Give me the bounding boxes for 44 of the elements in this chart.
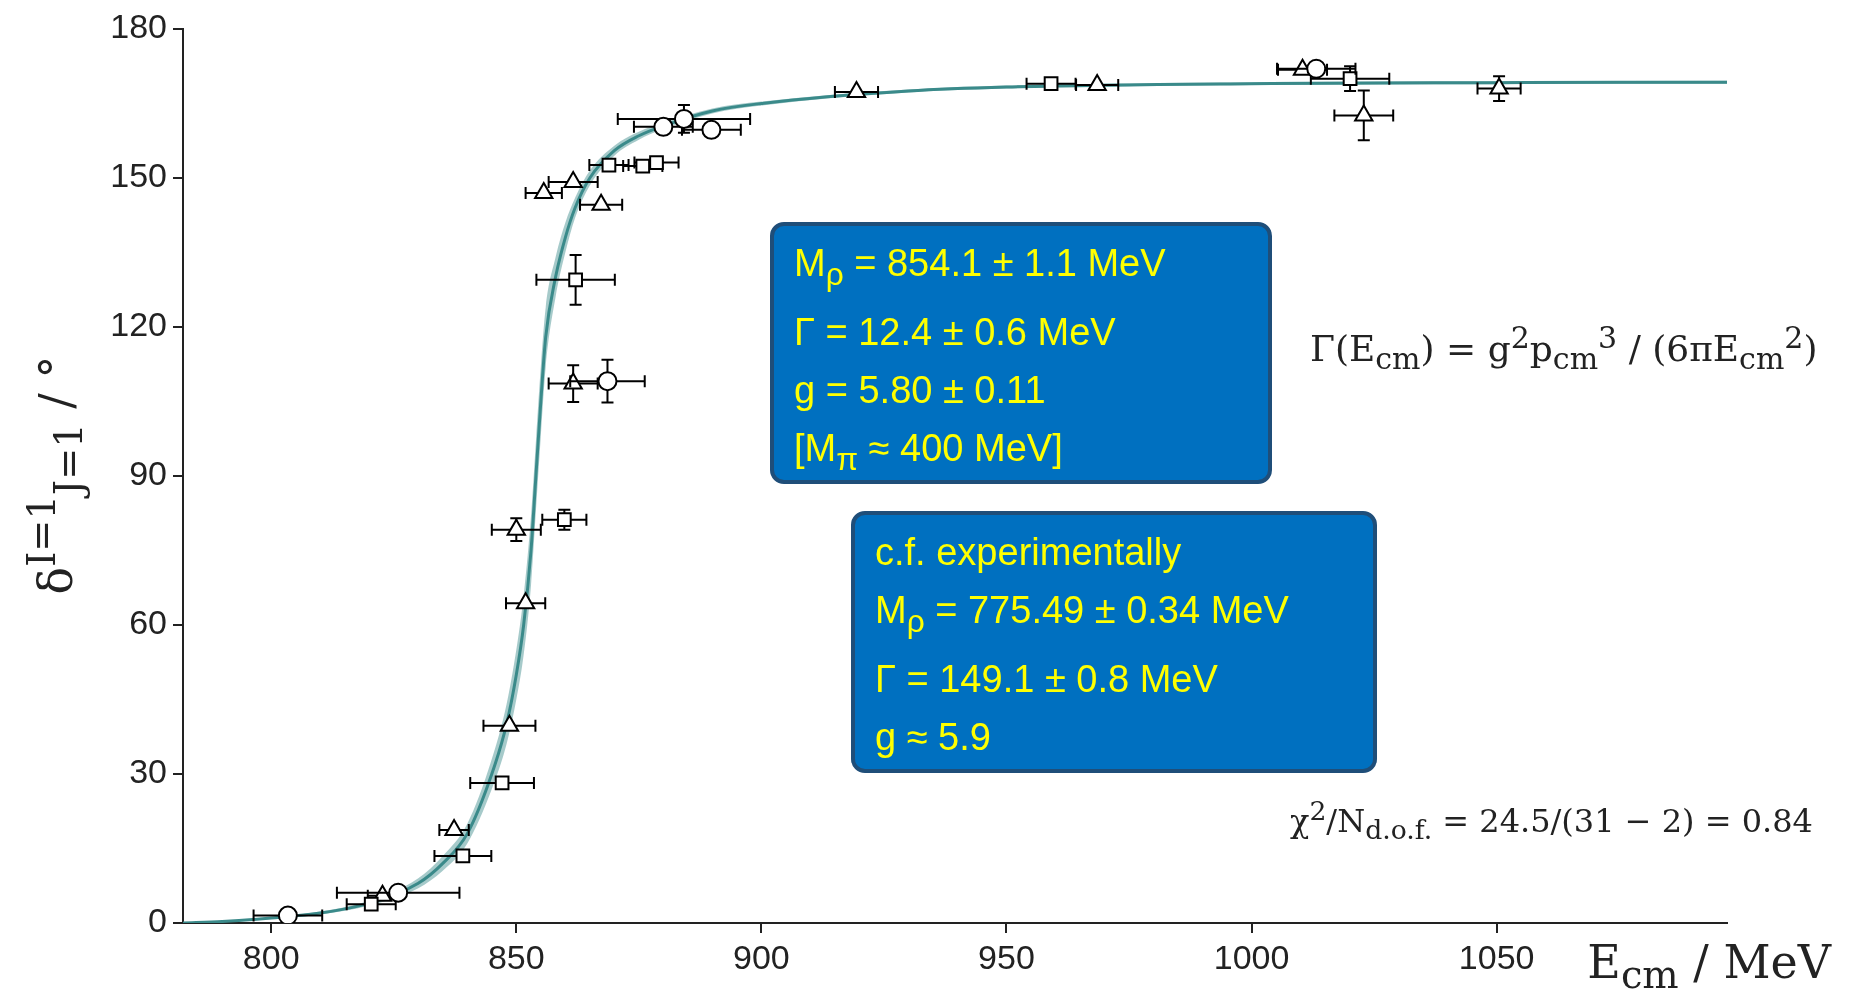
point: [563, 170, 583, 188]
point: [1087, 74, 1107, 92]
point: [701, 119, 722, 140]
point: [568, 272, 583, 288]
point: [1354, 104, 1374, 122]
y-tick-label: 180: [110, 7, 167, 46]
text-box: c.f. experimentally M$_{ρ}$ = 775.49 ± 0.34 MeV Γ = 149.1 ± 0.8 MeV g ≈ 5.9: [851, 511, 1377, 773]
x-tick-label: 800: [242, 937, 300, 976]
point: [597, 371, 618, 392]
point: [363, 896, 379, 912]
point: [534, 181, 554, 199]
point: [506, 518, 526, 536]
point: [673, 108, 694, 129]
point: [1043, 76, 1059, 91]
point: [601, 157, 617, 173]
x-tick-label: 1000: [1213, 937, 1290, 976]
annotation: χ$^{2}$/N$_{d.o.f.}$ = 24.5/(31 − 2) = 0.84: [1290, 795, 1813, 846]
x-tick-label: 1050: [1458, 937, 1535, 976]
point: [499, 714, 520, 732]
x-tick-label: 850: [487, 937, 545, 976]
y-tick-label: 30: [129, 752, 167, 791]
point: [444, 819, 464, 837]
point: [455, 848, 471, 864]
text-box: M$_{ρ}$ = 854.1 ± 1.1 MeV Γ = 12.4 ± 0.6 MeV g = 5.80 ± 0.11 [M$_{π}$ ≈ 400 MeV]: [770, 222, 1272, 484]
point: [1342, 71, 1358, 87]
y-tick-label: 0: [148, 901, 167, 940]
point: [388, 882, 409, 903]
point: [591, 193, 611, 211]
point: [635, 158, 651, 174]
point: [1489, 77, 1509, 95]
x-tick-label: 950: [978, 937, 1035, 976]
point: [653, 116, 674, 137]
y-tick-label: 120: [110, 305, 167, 344]
y-tick-label: 90: [129, 454, 167, 493]
point: [1306, 58, 1327, 79]
point: [846, 81, 867, 99]
x-tick-label: 900: [733, 937, 790, 976]
point: [649, 155, 664, 170]
y-tick-label: 60: [129, 603, 167, 642]
text: Γ(E$_{cm}$) = g$^{2}$p$_{cm}$$^{3}$ / (6πE$_{cm}$$^{2}$): [1310, 320, 1818, 377]
x-axis-title: E$_{cm}$ / MeV: [1587, 935, 1831, 998]
point: [494, 775, 510, 791]
y-tick-label: 150: [110, 156, 167, 195]
point: [515, 592, 536, 610]
